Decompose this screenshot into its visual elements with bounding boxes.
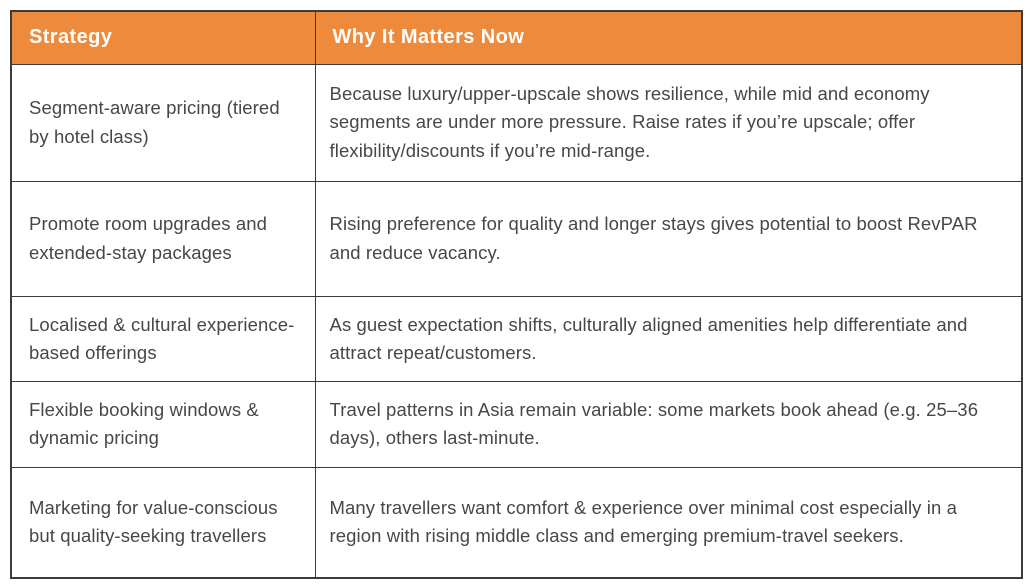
why-cell: Because luxury/upper-upscale shows resil… bbox=[314, 63, 1023, 182]
table-row: Segment-aware pricing (tiered by hotel c… bbox=[10, 63, 1023, 182]
strategy-cell: Segment-aware pricing (tiered by hotel c… bbox=[10, 63, 316, 182]
why-cell: As guest expectation shifts, culturally … bbox=[314, 295, 1023, 383]
table-row: Marketing for value-conscious but qualit… bbox=[10, 466, 1023, 579]
why-cell: Travel patterns in Asia remain variable:… bbox=[314, 381, 1023, 468]
header-cell-strategy: Strategy bbox=[10, 10, 316, 65]
strategy-cell: Flexible booking windows & dynamic prici… bbox=[10, 381, 316, 468]
strategy-cell: Marketing for value-conscious but qualit… bbox=[10, 466, 316, 579]
why-cell: Rising preference for quality and longer… bbox=[314, 180, 1023, 297]
strategy-table: Strategy Why It Matters Now Segment-awar… bbox=[10, 10, 1023, 580]
why-cell: Many travellers want comfort & experienc… bbox=[314, 466, 1023, 579]
table-row: Localised & cultural experience-based of… bbox=[10, 295, 1023, 383]
strategy-cell: Localised & cultural experience-based of… bbox=[10, 295, 316, 383]
table-row: Flexible booking windows & dynamic prici… bbox=[10, 381, 1023, 468]
strategy-cell: Promote room upgrades and extended-stay … bbox=[10, 180, 316, 297]
header-cell-why: Why It Matters Now bbox=[314, 10, 1023, 65]
table-row: Promote room upgrades and extended-stay … bbox=[10, 180, 1023, 297]
table-header-row: Strategy Why It Matters Now bbox=[10, 10, 1023, 65]
